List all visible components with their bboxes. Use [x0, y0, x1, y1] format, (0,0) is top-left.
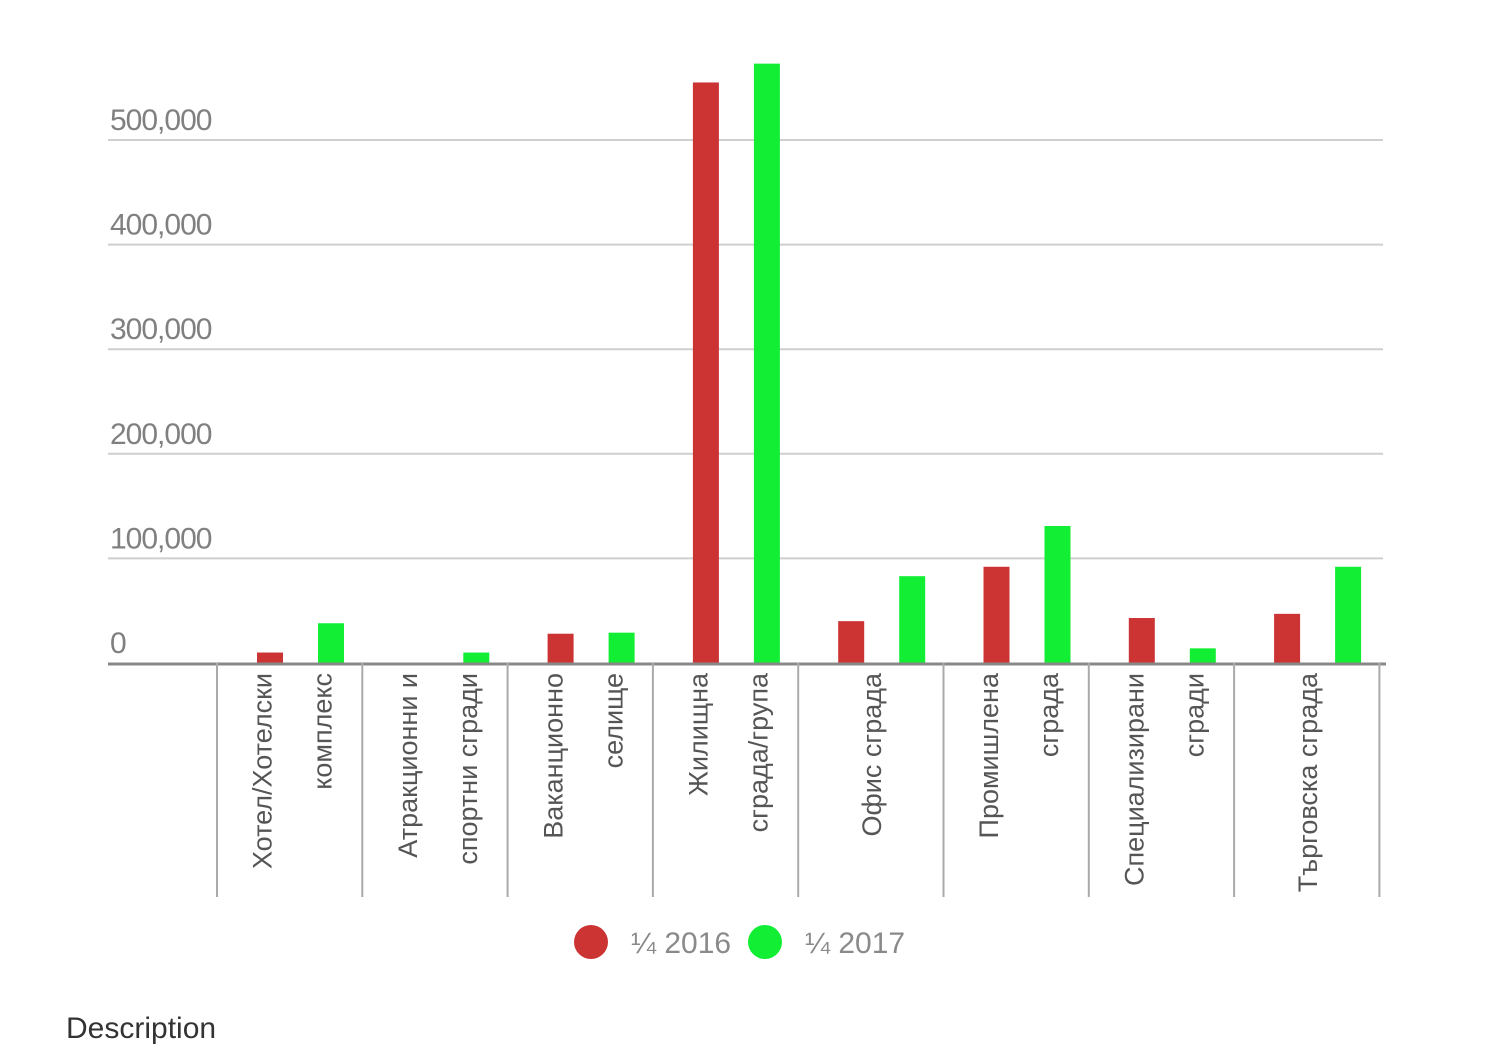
bar[interactable] — [1189, 648, 1216, 663]
x-tick-label: Офис сграда — [857, 672, 887, 836]
bar-chart: 0 100,000 200,000 300,000 400,000 500,000 Хот… — [108, 63, 1386, 960]
x-axis — [108, 662, 1386, 897]
bar[interactable] — [608, 632, 635, 663]
bar[interactable] — [1335, 566, 1362, 663]
description-heading: Description — [66, 1012, 217, 1045]
x-tick-label: Атракционни и — [393, 673, 423, 858]
bar[interactable] — [1044, 525, 1071, 663]
bar[interactable] — [899, 576, 926, 663]
x-tick-label: Търговска сграда — [1293, 672, 1323, 892]
x-tick-label: Промишлена — [974, 672, 1004, 838]
x-tick-label: комплекс — [308, 673, 338, 790]
x-tick-label: Ваканционно — [538, 673, 568, 839]
bar[interactable] — [318, 623, 344, 663]
x-tick-label: селище — [598, 673, 628, 768]
legend-label: ¼ 2016 — [631, 927, 731, 960]
x-axis-labels: Хотел/Хотелски комплекс Атракционни и спорт… — [248, 672, 1323, 892]
bar[interactable] — [692, 82, 719, 664]
x-tick-label: сграда/група — [744, 672, 774, 832]
x-tick-label: Специализирани — [1119, 673, 1149, 886]
y-axis-ticks: 0 100,000 200,000 300,000 400,000 500,000 — [110, 104, 213, 660]
bar[interactable] — [257, 652, 283, 663]
x-tick-label: Хотел/Хотелски — [248, 673, 278, 869]
bars — [257, 63, 1362, 664]
bar[interactable] — [463, 652, 490, 663]
legend-item[interactable]: ¼ 2016 — [574, 925, 731, 960]
y-tick-label: 400,000 — [110, 209, 212, 242]
legend-swatch — [574, 925, 608, 959]
y-tick-label: 200,000 — [110, 418, 212, 451]
x-tick-label: сграда — [1034, 672, 1064, 757]
gridlines — [108, 139, 1383, 560]
legend-item[interactable]: ¼ 2017 — [748, 925, 905, 960]
bar[interactable] — [1274, 613, 1301, 663]
bar[interactable] — [983, 566, 1010, 663]
legend[interactable]: ¼ 2016 ¼ 2017 — [574, 925, 905, 960]
legend-swatch — [748, 925, 782, 959]
y-tick-label: 500,000 — [110, 104, 212, 137]
legend-label: ¼ 2017 — [805, 927, 905, 960]
x-tick-label: Жилищна — [684, 672, 714, 796]
bar[interactable] — [753, 63, 780, 664]
bar[interactable] — [1128, 618, 1155, 663]
bar[interactable] — [838, 621, 865, 663]
bar[interactable] — [547, 633, 574, 663]
x-tick-label: спортни сгради — [453, 673, 483, 865]
y-tick-label: 0 — [110, 627, 126, 660]
x-tick-label: сгради — [1179, 673, 1209, 757]
y-tick-label: 300,000 — [110, 313, 212, 346]
y-tick-label: 100,000 — [110, 522, 212, 555]
